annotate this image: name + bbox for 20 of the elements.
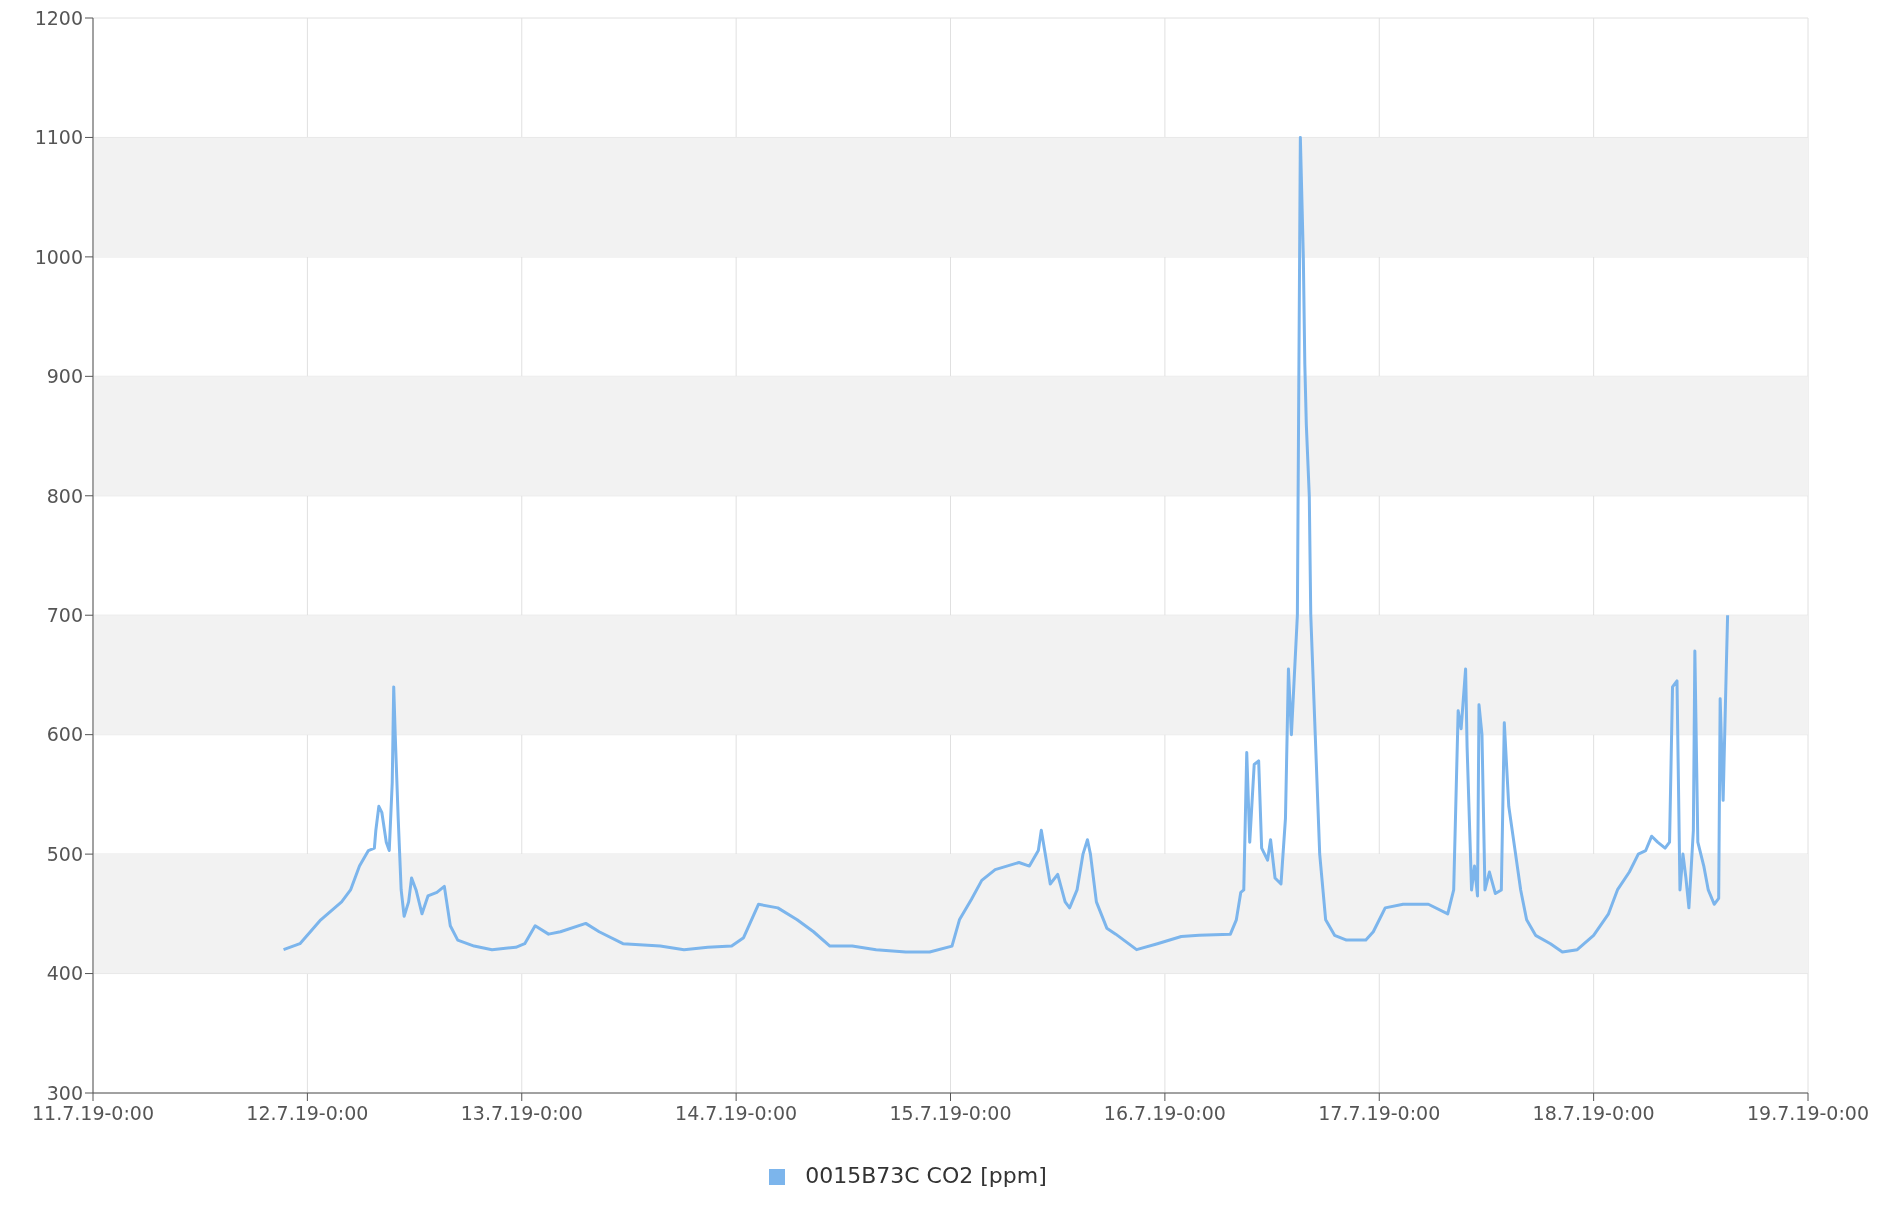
y-tick-label: 900 [46, 365, 83, 388]
x-tick-label: 16.7.19-0:00 [1103, 1102, 1226, 1125]
x-tick-label: 13.7.19-0:00 [460, 1102, 583, 1125]
legend-label: 0015B73C CO2 [ppm] [805, 1163, 1047, 1188]
x-tick-label: 12.7.19-0:00 [246, 1102, 369, 1125]
y-tick-label: 300 [46, 1081, 83, 1104]
y-tick-label: 700 [46, 603, 83, 626]
y-tick-label: 500 [46, 842, 83, 865]
x-tick-label: 18.7.19-0:00 [1532, 1102, 1655, 1125]
y-tick-label: 600 [46, 723, 83, 746]
y-tick-label: 400 [46, 962, 83, 985]
x-tick-label: 15.7.19-0:00 [889, 1102, 1012, 1125]
y-tick-label: 1200 [34, 6, 83, 29]
x-tick-label: 17.7.19-0:00 [1318, 1102, 1441, 1125]
y-tick-label: 1100 [34, 126, 83, 149]
y-tick-label: 800 [46, 484, 83, 507]
x-tick-label: 11.7.19-0:00 [31, 1102, 155, 1125]
x-tick-label: 14.7.19-0:00 [675, 1102, 798, 1125]
x-tick-label: 19.7.19-0:00 [1746, 1102, 1870, 1125]
y-tick-label: 1000 [34, 245, 83, 268]
